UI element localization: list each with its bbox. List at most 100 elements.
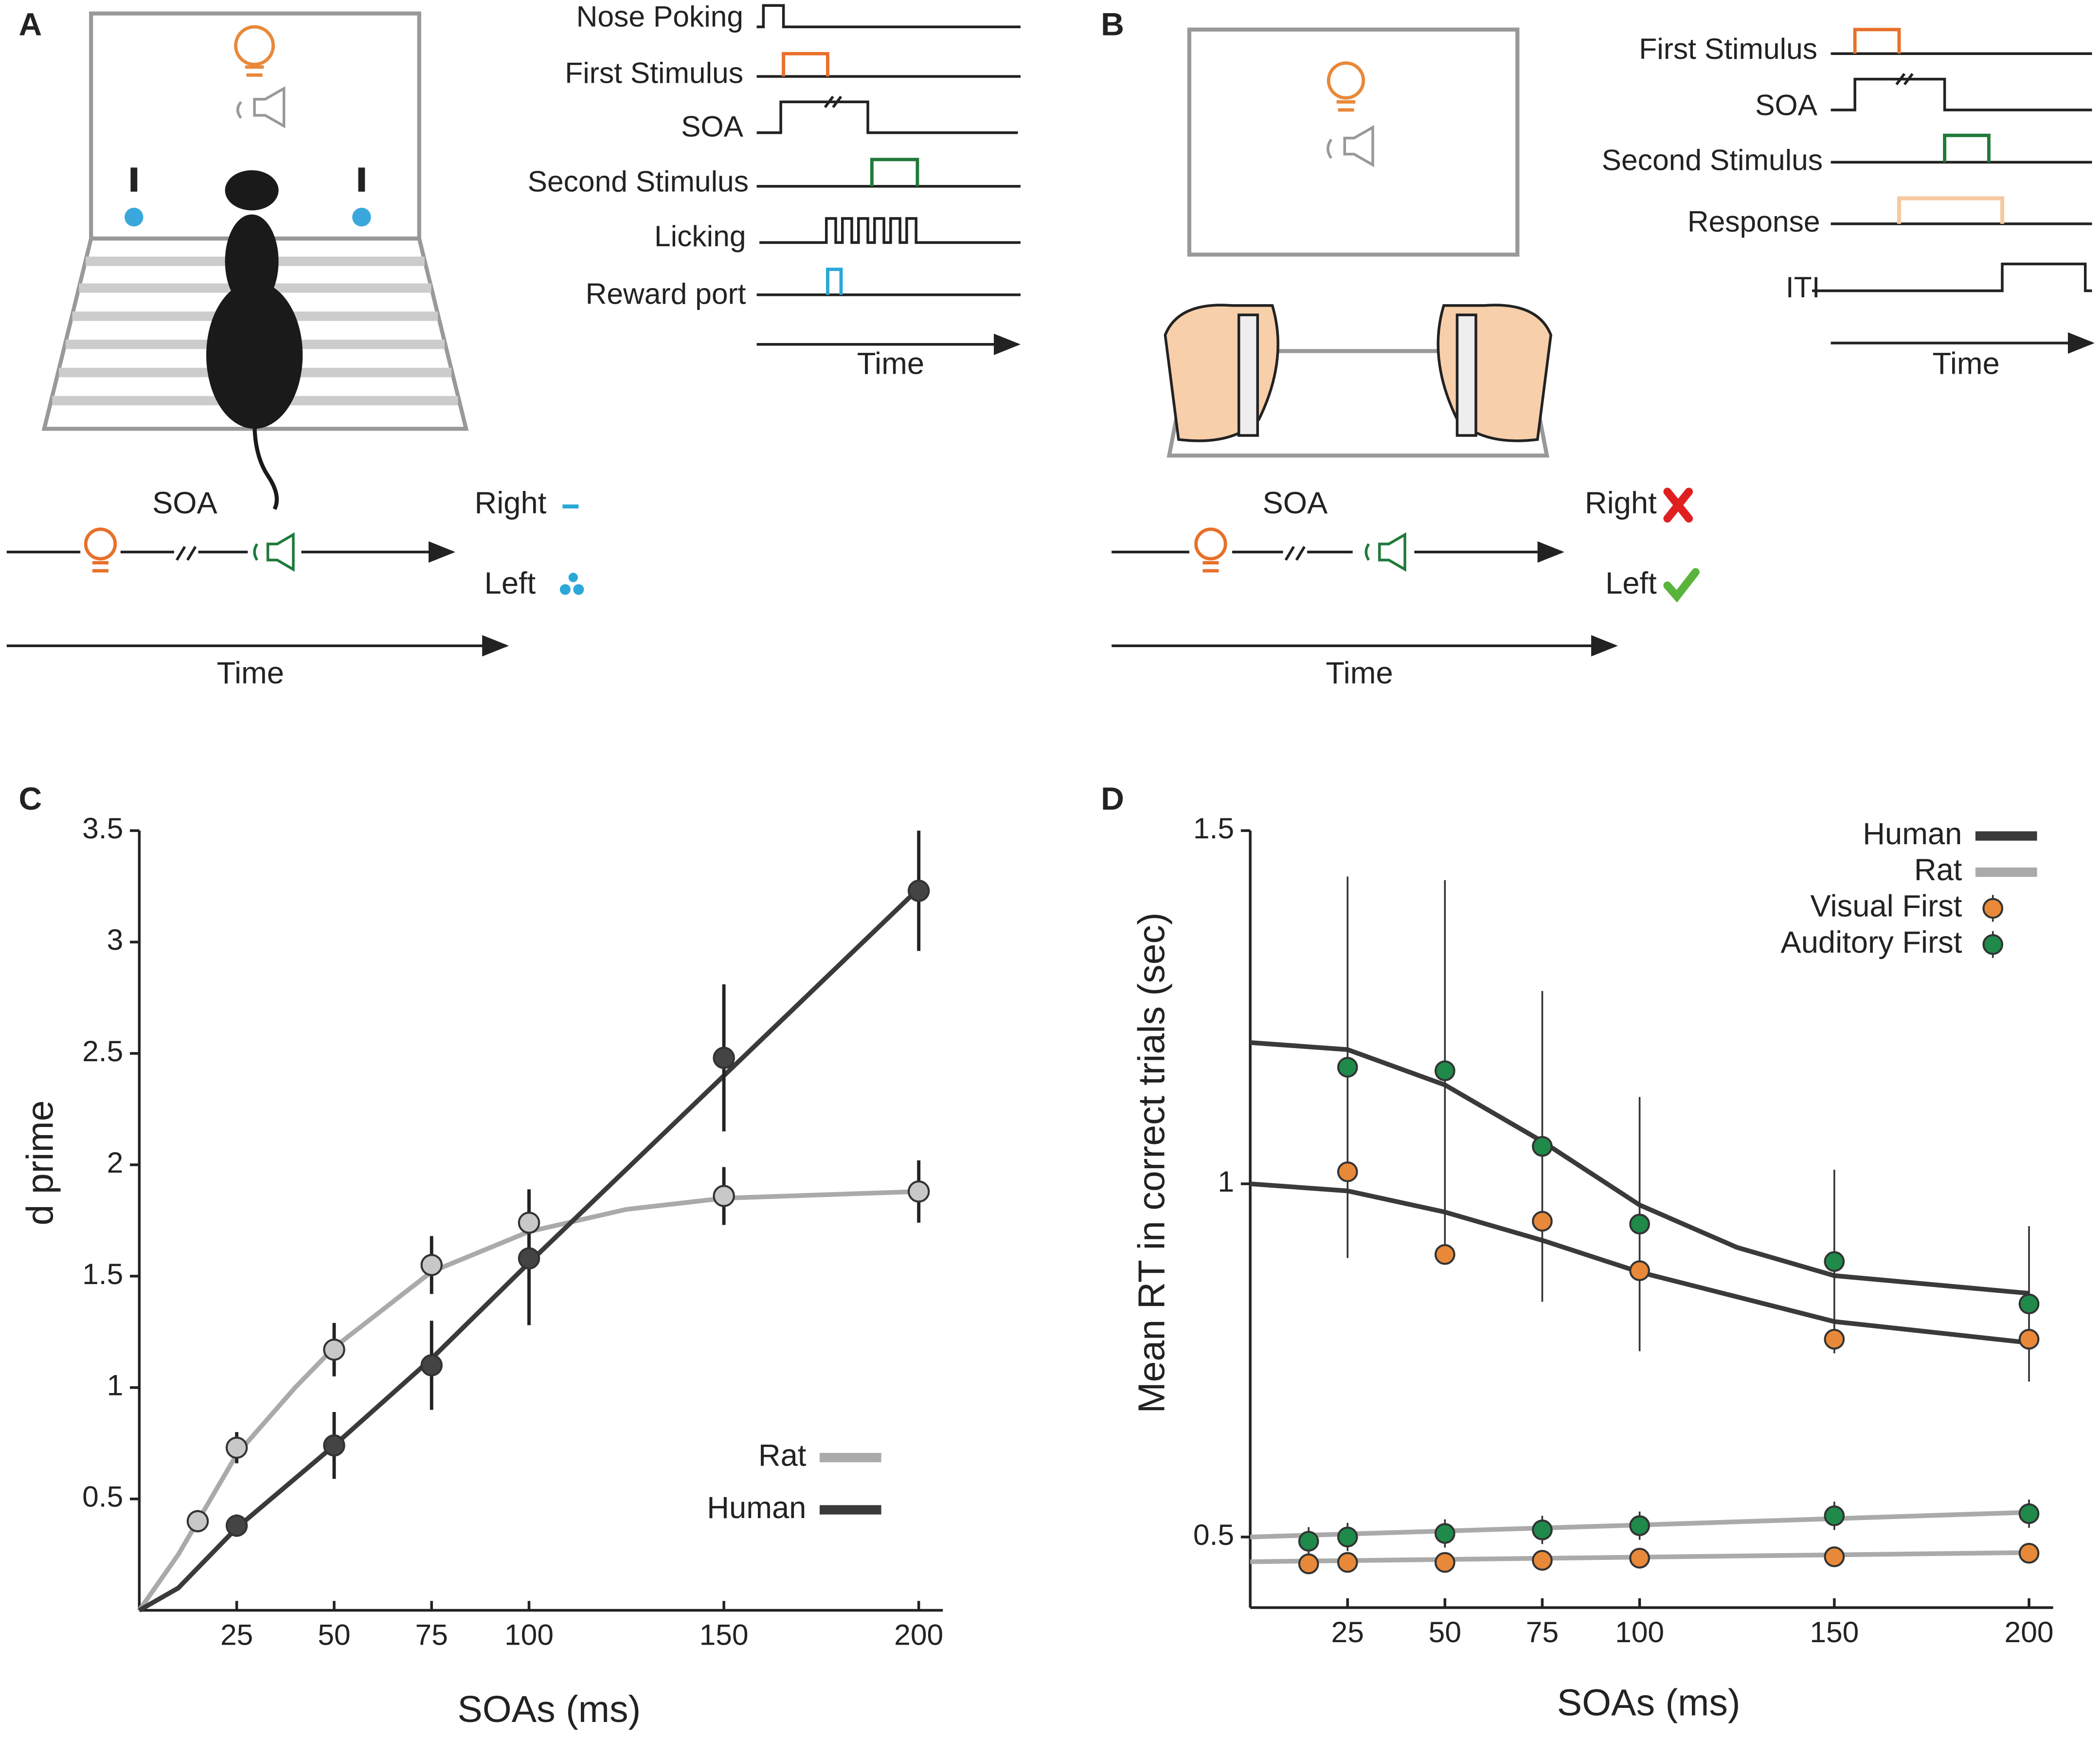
data-point <box>1435 1060 1455 1082</box>
x-tick-label: 100 <box>1615 1615 1664 1648</box>
signal-label: Reward port <box>586 277 746 310</box>
data-point <box>1532 1211 1553 1232</box>
data-point <box>1629 1515 1650 1536</box>
fit-line <box>1250 1040 2029 1296</box>
drops <box>559 584 571 595</box>
signal-label: Second Stimulus <box>1602 143 1823 176</box>
x-tick-label: 100 <box>504 1618 554 1651</box>
data-point <box>1824 1251 1845 1272</box>
signal-label: First Stimulus <box>565 56 743 89</box>
data-point <box>1824 1329 1845 1350</box>
data-point <box>2018 1542 2040 1564</box>
data-point <box>1435 1523 1455 1544</box>
joystick <box>1455 313 1477 437</box>
data-point <box>1824 1546 1845 1567</box>
legend-label: Human <box>1863 817 1962 851</box>
x-axis-label: SOAs (ms) <box>1557 1682 1741 1723</box>
signal-label: SOA <box>681 109 744 143</box>
data-point <box>1298 1531 1319 1552</box>
left-label: Left <box>1605 566 1657 600</box>
waveform <box>759 217 1021 244</box>
y-axis-label: d prime <box>19 1100 61 1225</box>
soa-label: SOA <box>1262 486 1328 520</box>
waveform-pulse <box>826 268 843 295</box>
bulb-base <box>92 561 109 573</box>
data-point <box>323 1434 345 1457</box>
panel-label: A <box>19 7 42 43</box>
data-point <box>225 1436 248 1459</box>
bulb-icon <box>1194 527 1227 561</box>
waveform <box>756 4 1021 28</box>
x-tick-label: 25 <box>1331 1615 1364 1648</box>
data-point <box>713 1185 735 1207</box>
data-point <box>1337 1057 1358 1078</box>
drop <box>125 207 144 227</box>
data-point <box>323 1339 345 1361</box>
data-point <box>1532 1519 1553 1540</box>
data-point <box>2018 1503 2040 1524</box>
y-tick-label: 0.5 <box>1193 1518 1234 1551</box>
data-point <box>225 1514 248 1537</box>
drops <box>573 584 584 595</box>
rat-body <box>206 281 303 429</box>
data-point <box>1629 1260 1650 1281</box>
data-point <box>420 1254 443 1276</box>
soa-label: SOA <box>152 486 217 520</box>
break <box>176 546 197 561</box>
data-point <box>518 1212 540 1234</box>
data-point <box>518 1247 540 1269</box>
x-tick-label: 75 <box>1526 1615 1559 1648</box>
speaker-icon <box>236 86 286 128</box>
time-label: Time <box>857 347 924 381</box>
data-point <box>907 1180 930 1203</box>
x-tick-label: 150 <box>700 1618 749 1651</box>
x-tick-label: 200 <box>894 1618 943 1651</box>
check-icon <box>1663 568 1700 603</box>
screen <box>1187 27 1520 257</box>
break <box>1284 546 1306 561</box>
floor <box>41 236 469 431</box>
x-tick-label: 200 <box>2005 1615 2054 1648</box>
data-point <box>907 880 930 902</box>
data-point <box>1435 1552 1455 1573</box>
speaker-icon <box>1327 125 1374 167</box>
y-tick-label: 2 <box>107 1146 124 1179</box>
waveform <box>1831 72 2092 111</box>
legend-label: Rat <box>758 1438 807 1472</box>
time-label: Time <box>217 656 284 690</box>
drops <box>568 573 578 582</box>
signal-label: ITI <box>1786 271 1820 304</box>
x-tick-label: 25 <box>220 1618 253 1651</box>
signal-label: Licking <box>654 219 746 253</box>
waveform-pulse <box>1897 196 2005 224</box>
x-axis-label: SOAs (ms) <box>457 1688 641 1730</box>
time-label: Time <box>1933 347 2000 381</box>
drop <box>352 207 371 227</box>
left-hand <box>1164 304 1279 442</box>
waveform <box>756 95 1018 134</box>
data-point <box>1532 1550 1553 1571</box>
bulb-base <box>245 65 264 77</box>
data-point <box>713 1047 735 1069</box>
legend-marker <box>1982 934 2004 955</box>
data-point <box>1337 1526 1358 1548</box>
data-point <box>1532 1136 1553 1157</box>
x-tick-label: 150 <box>1810 1615 1859 1648</box>
time-label: Time <box>1326 656 1393 690</box>
data-point <box>2018 1329 2040 1350</box>
y-axis-label: Mean RT in correct trials (sec) <box>1131 912 1173 1413</box>
bulb-icon <box>234 25 275 66</box>
waveform-pulse <box>782 52 829 77</box>
data-point <box>186 1510 209 1533</box>
legend-label: Visual First <box>1810 889 1962 924</box>
panel-label: D <box>1101 781 1124 817</box>
data-point <box>2018 1293 2040 1315</box>
x-tick-label: 50 <box>1429 1615 1461 1648</box>
right-label: Right <box>1585 486 1657 520</box>
waveform-pulse <box>1943 133 1991 163</box>
panel-label: B <box>1101 7 1124 43</box>
legend-label: Rat <box>1914 853 1962 887</box>
data-point <box>1337 1552 1358 1573</box>
left-label: Left <box>485 566 536 600</box>
